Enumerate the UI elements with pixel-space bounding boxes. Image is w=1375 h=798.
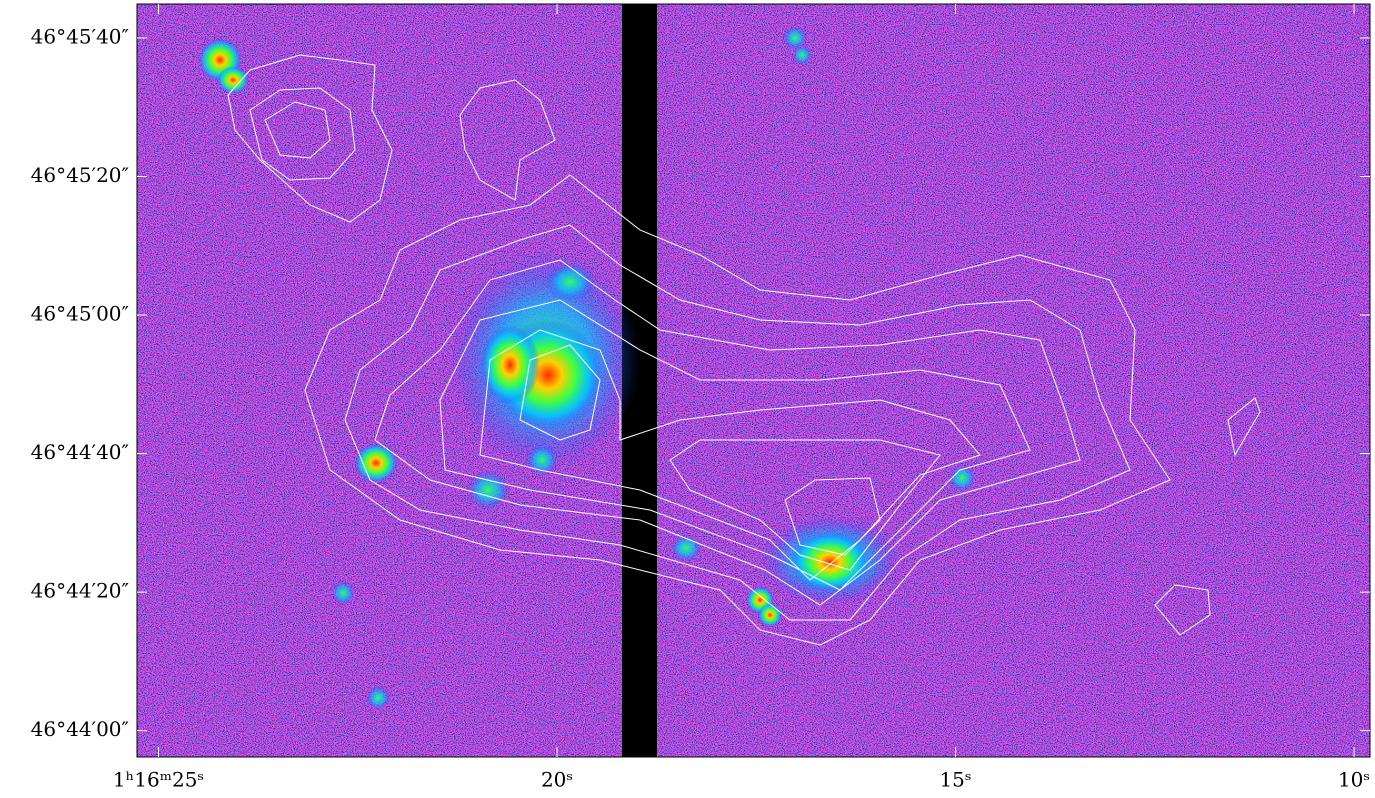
y-tick-label: 46°44′40″	[31, 440, 129, 464]
y-tick-label: 46°45′00″	[31, 302, 129, 326]
page: 1ʰ16ᵐ25ˢ 20ˢ 15ˢ 10ˢ 46°44′00″ 46°44′20″ 46°44…	[0, 0, 1375, 798]
x-tick-label: 10ˢ	[1338, 768, 1370, 792]
y-tick-label: 46°44′00″	[31, 717, 129, 741]
sky-image	[137, 4, 1370, 757]
x-tick-label: 20ˢ	[541, 768, 573, 792]
chart: 1ʰ16ᵐ25ˢ 20ˢ 15ˢ 10ˢ 46°44′00″ 46°44′20″ 46°44…	[0, 0, 1375, 798]
x-tick-label: 1ʰ16ᵐ25ˢ	[113, 768, 204, 792]
y-tick-label: 46°45′20″	[31, 163, 129, 187]
y-tick-label: 46°45′40″	[31, 24, 129, 48]
y-tick-label: 46°44′20″	[31, 579, 129, 603]
x-tick-label: 15ˢ	[939, 768, 971, 792]
